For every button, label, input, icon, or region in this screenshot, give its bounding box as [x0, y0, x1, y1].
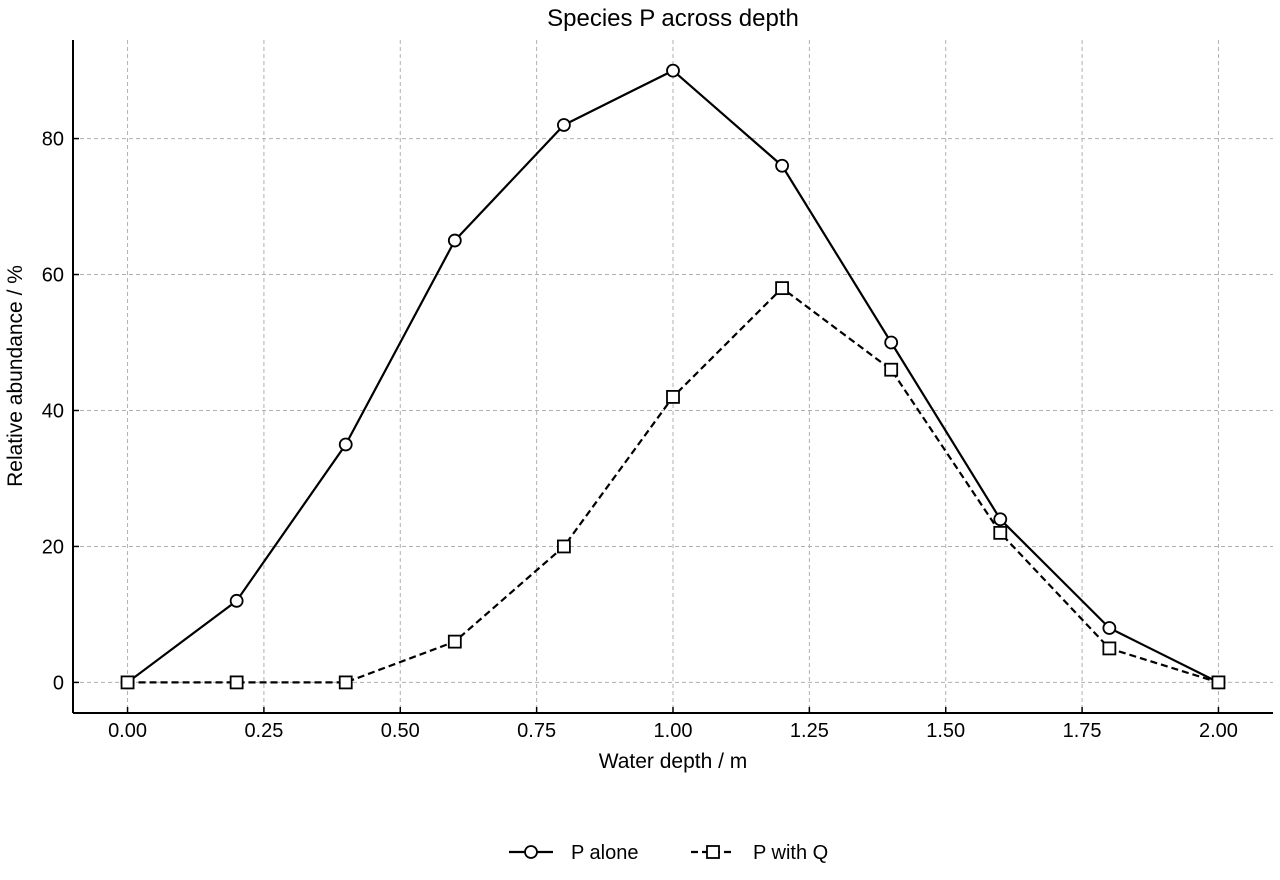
legend-entry-p-with-q: P with Q — [691, 842, 828, 864]
x-tick-label: 1.75 — [1063, 720, 1102, 742]
legend-label-p-with-q: P with Q — [753, 842, 828, 864]
data-point-p-with-q — [775, 281, 789, 296]
series-p-with-q — [120, 281, 1226, 690]
tick-marks — [73, 137, 1220, 713]
x-tick-label: 1.25 — [790, 720, 829, 742]
data-point-p-with-q — [447, 634, 462, 649]
x-tick-label: 0.50 — [381, 720, 420, 742]
data-point-p-alone — [229, 593, 244, 608]
data-point-p-alone — [1102, 621, 1117, 635]
y-tick-label: 60 — [42, 265, 64, 287]
data-point-p-alone — [884, 335, 899, 350]
legend-entry-p-alone: P alone — [509, 842, 638, 864]
x-tick-label: 0.00 — [108, 720, 147, 742]
data-point-p-alone — [666, 63, 680, 78]
data-point-p-with-q — [1211, 675, 1226, 690]
y-tick-label: 0 — [53, 672, 64, 694]
data-point-p-alone — [338, 437, 353, 452]
y-tick-labels: 0 20 40 60 80 — [42, 129, 64, 695]
x-axis-label: Water depth / m — [599, 750, 748, 773]
x-tick-labels: 0.00 0.25 0.50 0.75 1.00 1.25 1.50 1.75 2.00 — [108, 720, 1238, 742]
x-tick-label: 1.50 — [926, 720, 965, 742]
data-point-p-with-q — [120, 675, 135, 690]
data-point-p-with-q — [229, 675, 244, 690]
legend-marker-p-alone — [524, 845, 538, 859]
y-tick-label: 80 — [42, 129, 64, 151]
series — [120, 63, 1226, 690]
data-point-p-with-q — [557, 539, 571, 554]
x-tick-label: 2.00 — [1199, 720, 1238, 742]
data-point-p-with-q — [884, 362, 899, 377]
x-tick-label: 0.75 — [517, 720, 556, 742]
x-tick-label: 1.00 — [654, 720, 693, 742]
x-tick-label: 0.25 — [244, 720, 283, 742]
data-point-p-alone — [775, 158, 789, 173]
data-point-p-alone — [993, 512, 1008, 527]
data-point-p-alone — [447, 233, 462, 248]
legend-label-p-alone: P alone — [571, 842, 638, 864]
legend: P alone P with Q — [509, 842, 828, 864]
y-tick-label: 40 — [42, 400, 64, 422]
data-point-p-with-q — [666, 389, 680, 404]
legend-marker-p-with-q — [706, 845, 720, 859]
data-point-p-with-q — [1102, 641, 1117, 656]
data-point-p-with-q — [993, 525, 1008, 540]
data-point-p-alone — [557, 118, 571, 132]
chart-title: Species P across depth — [547, 5, 799, 32]
data-point-p-with-q — [338, 675, 353, 690]
y-axis-label: Relative abundance / % — [4, 265, 27, 487]
y-tick-label: 20 — [42, 536, 64, 558]
